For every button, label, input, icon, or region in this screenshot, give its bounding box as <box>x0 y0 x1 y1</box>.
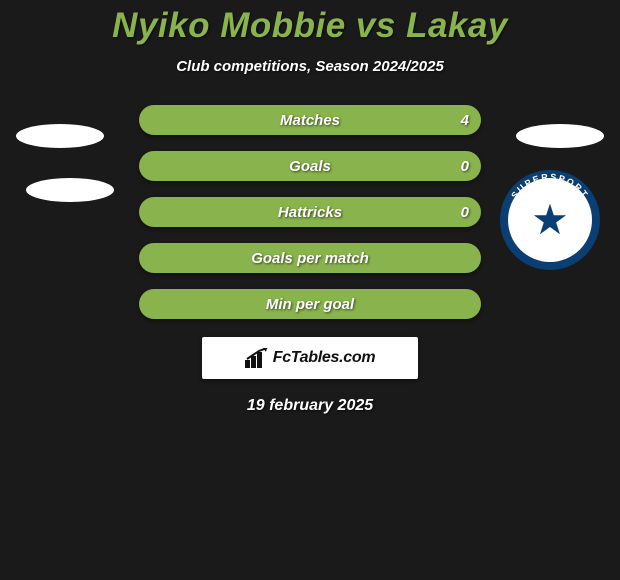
stat-value: 0 <box>461 204 469 221</box>
brand-bars-icon <box>245 348 271 368</box>
stat-bar: Hattricks 0 <box>139 197 481 227</box>
stat-label: Min per goal <box>139 296 481 313</box>
stat-label: Goals per match <box>139 250 481 267</box>
player-left-ellipse-2 <box>26 178 114 202</box>
stat-value: 0 <box>461 158 469 175</box>
player-right-ellipse-1 <box>516 124 604 148</box>
stat-label: Goals <box>139 158 481 175</box>
date-text: 19 february 2025 <box>0 397 620 415</box>
brand-inner: FcTables.com <box>245 348 376 368</box>
club-badge-inner: ★ <box>508 178 592 262</box>
stat-label: Hattricks <box>139 204 481 221</box>
subtitle: Club competitions, Season 2024/2025 <box>0 58 620 75</box>
stat-bar: Goals 0 <box>139 151 481 181</box>
player-left-ellipse-1 <box>16 124 104 148</box>
stat-bar: Min per goal <box>139 289 481 319</box>
club-badge-star-icon: ★ <box>531 199 569 241</box>
club-badge: ★ SUPERSPORT UNITED FC <box>500 170 600 270</box>
brand-box: FcTables.com <box>202 337 418 379</box>
stat-label: Matches <box>139 112 481 129</box>
stat-bar: Goals per match <box>139 243 481 273</box>
page-title: Nyiko Mobbie vs Lakay <box>0 0 620 46</box>
stat-bar: Matches 4 <box>139 105 481 135</box>
brand-text: FcTables.com <box>273 349 376 367</box>
stat-value: 4 <box>461 112 469 129</box>
